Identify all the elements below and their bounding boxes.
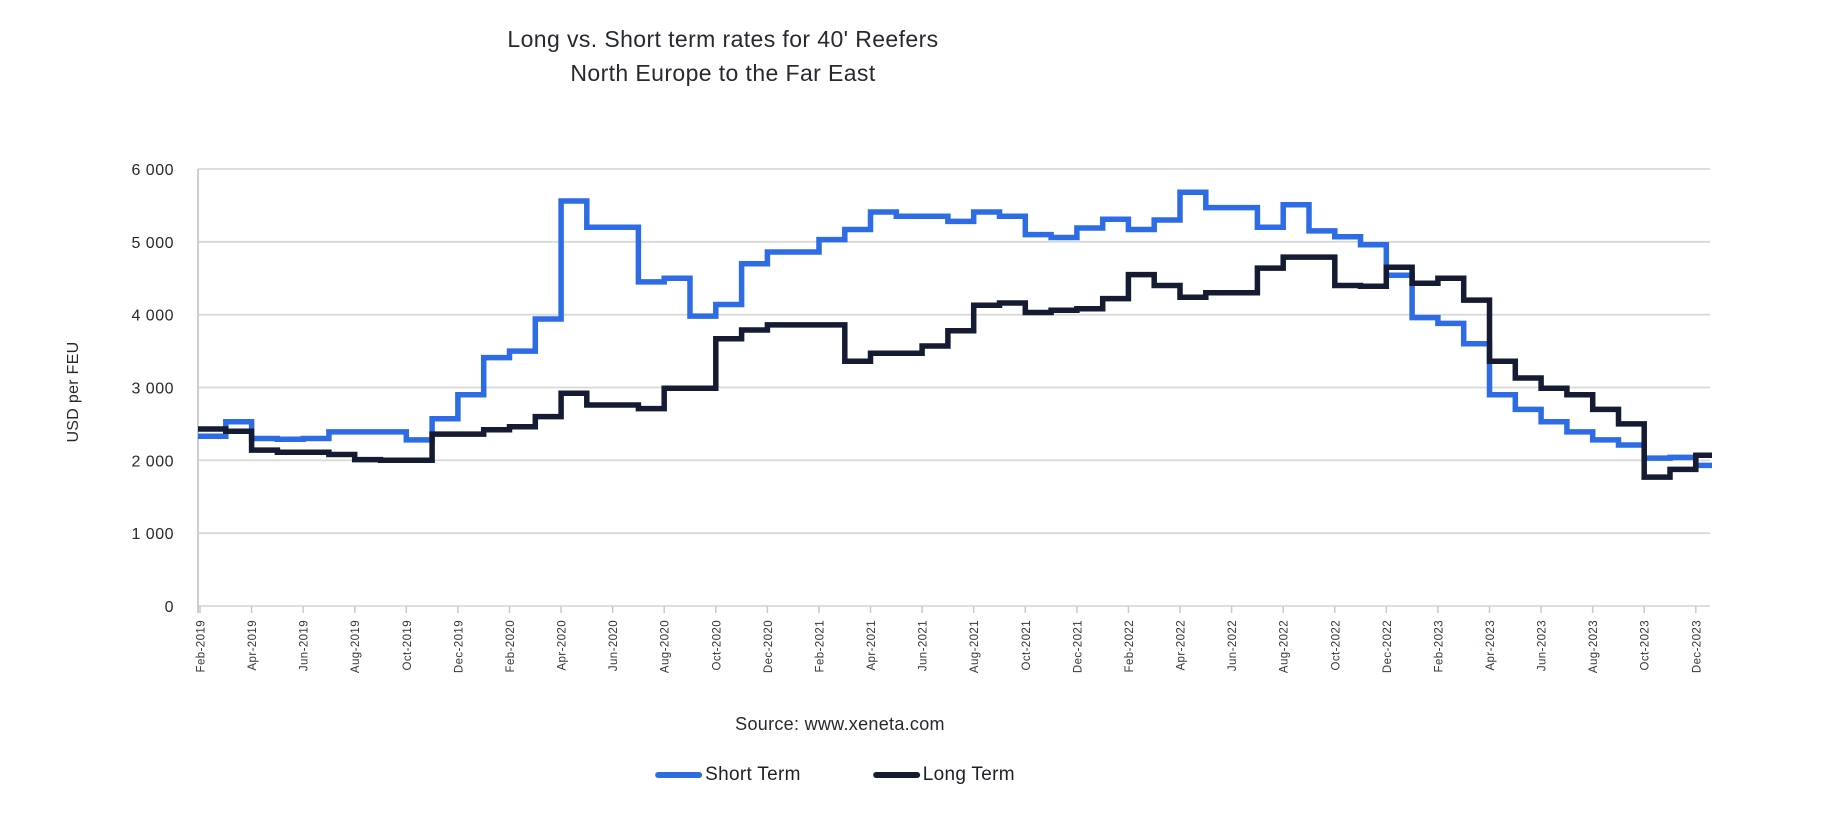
x-tick-label: Apr-2020 <box>557 620 569 671</box>
x-tick-label: Feb-2020 <box>505 620 517 672</box>
x-tick-label: Dec-2020 <box>763 620 775 673</box>
x-tick-label: Aug-2019 <box>350 620 362 673</box>
x-tick-label: Oct-2021 <box>1021 620 1033 671</box>
x-tick-label: Apr-2022 <box>1176 620 1188 671</box>
chart-title: Long vs. Short term rates for 40' Reefer… <box>507 26 939 52</box>
x-tick-label: Jun-2021 <box>918 620 930 671</box>
y-tick-label: 6 000 <box>131 162 174 179</box>
x-tick-label: Jun-2023 <box>1537 620 1549 671</box>
source-attribution: Source: www.xeneta.com <box>735 714 945 734</box>
x-tick-label: Oct-2020 <box>711 620 723 671</box>
legend-label-long-term: Long Term <box>922 764 1015 785</box>
legend-label-short-term: Short Term <box>705 764 801 785</box>
short-term-line <box>198 189 1712 469</box>
x-tick-label: Aug-2020 <box>660 620 672 673</box>
x-tick-label: Dec-2021 <box>1072 620 1084 673</box>
y-tick-label: 4 000 <box>131 308 174 325</box>
x-tick-label: Apr-2019 <box>247 620 259 671</box>
legend-item-short-term: Short Term <box>655 764 801 786</box>
y-tick-label: 1 000 <box>131 526 174 543</box>
x-tick-label: Aug-2021 <box>969 620 981 673</box>
y-tick-label: 3 000 <box>131 381 174 398</box>
x-tick-label: Dec-2023 <box>1691 620 1703 673</box>
x-tick-label: Apr-2021 <box>866 620 878 671</box>
y-tick-label: 2 000 <box>131 453 174 470</box>
x-tick-label: Feb-2023 <box>1433 620 1445 672</box>
x-tick-label: Aug-2023 <box>1588 620 1600 673</box>
x-tick-label: Jun-2022 <box>1227 620 1239 671</box>
chart-subtitle: North Europe to the Far East <box>570 60 876 86</box>
long-term-line-swatch <box>872 772 920 778</box>
x-tick-label: Aug-2022 <box>1279 620 1291 673</box>
x-tick-label: Oct-2019 <box>402 620 414 671</box>
x-tick-label: Feb-2019 <box>196 620 208 672</box>
x-tick-label: Apr-2023 <box>1485 620 1497 671</box>
short-term-line-swatch <box>655 772 703 778</box>
legend-item-long-term: Long Term <box>872 764 1015 786</box>
x-tick-label: Feb-2021 <box>814 620 826 672</box>
x-tick-label: Oct-2023 <box>1640 620 1652 671</box>
x-tick-label: Jun-2020 <box>608 620 620 671</box>
y-tick-label: 5 000 <box>131 235 174 252</box>
long-term-line <box>198 254 1712 480</box>
x-tick-label: Feb-2022 <box>1124 620 1136 672</box>
x-tick-label: Oct-2022 <box>1330 620 1342 671</box>
y-tick-label: 0 <box>165 599 174 616</box>
x-tick-label: Dec-2019 <box>453 620 465 673</box>
x-tick-label: Jun-2019 <box>299 620 311 671</box>
chart-legend: Short Term Long Term <box>655 764 1015 786</box>
x-tick-label: Dec-2022 <box>1382 620 1394 673</box>
